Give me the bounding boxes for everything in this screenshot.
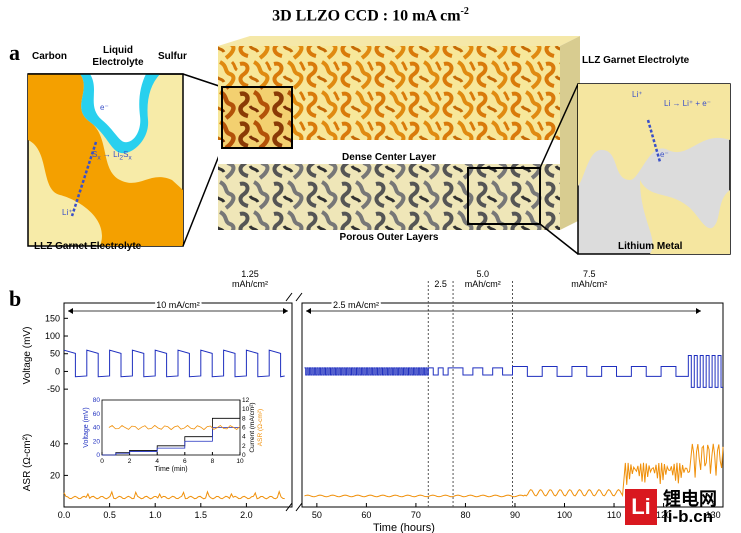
inset-x-tick-label: 6: [183, 458, 187, 465]
asr-tick-label: 40: [50, 439, 60, 449]
voltage-tick-label: 0: [55, 366, 60, 376]
capacity-2-label: 2.5: [434, 279, 447, 289]
liquid-electrolyte-label: Liquid Electrolyte: [92, 45, 144, 68]
lithium-metal-label: Lithium Metal: [618, 241, 683, 252]
voltage-tick-label: 100: [45, 331, 60, 341]
inset-right-tick-label: 8: [242, 415, 246, 422]
left-axis-frame: [63, 302, 293, 508]
inset-x-tick-label: 0: [100, 458, 104, 465]
axis-break-top: [285, 292, 303, 302]
x-tick-label: 120: [656, 510, 671, 520]
li-plating-arrow: [646, 119, 662, 163]
left-li-plus: Li⁺: [62, 208, 73, 217]
inset-x-tick-label: 10: [236, 458, 244, 465]
x-tick-label: 1.5: [195, 510, 208, 520]
asr-axis-label: ASR (Ω-cm²): [22, 434, 33, 491]
panel-a-illustration: [27, 36, 731, 255]
inset-right-tick-label: 12: [242, 397, 250, 404]
inset-left-label: Voltage (mV): [83, 407, 90, 447]
panel-b-label: b: [9, 286, 22, 311]
x-tick-label: 60: [361, 510, 371, 520]
inset-right-tick-label: 6: [242, 425, 246, 432]
reaction-label: Sx → Li2Sx: [92, 150, 132, 162]
li-transport-arrow: [70, 141, 98, 217]
voltage-series-left: [63, 349, 285, 378]
sulfur-label: Sulfur: [158, 51, 187, 62]
inset-x-label: Time (min): [154, 466, 187, 473]
x-tick-label: 110: [607, 510, 621, 520]
carbon-label: Carbon: [32, 51, 67, 62]
inset-x-tick-label: 8: [211, 458, 215, 465]
inset-x-tick-label: 4: [155, 458, 159, 465]
inset-right-label-current: Current (mA/cm²): [249, 402, 256, 452]
voltage-series-right: [304, 355, 723, 388]
capacity-1-label: 1.25: [241, 269, 259, 279]
x-tick-label: 90: [510, 510, 520, 520]
capacity-1-unit: mAh/cm²: [232, 279, 268, 289]
left-current-label: 10 mA/cm²: [156, 300, 200, 310]
voltage-tick-label: 150: [45, 313, 60, 323]
right-li-plus: Li⁺: [632, 90, 643, 99]
inset-right-label-asr: ASR (Ω-cm²): [257, 409, 264, 446]
porous-zoom-region: [467, 167, 541, 225]
voltage-tick-label: 50: [50, 349, 60, 359]
dense-zoom-region: [221, 86, 293, 149]
inset-right-tick-label: 2: [242, 443, 246, 450]
right-garnet-label: LLZ Garnet Electrolyte: [582, 55, 690, 66]
inset-right-tick-label: 0: [242, 452, 246, 459]
capacity-3-label: 5.0: [477, 269, 490, 279]
asr-series-right: [304, 443, 724, 498]
inset-left-tick-label: 80: [93, 397, 101, 404]
capacity-4-unit: mAh/cm²: [571, 279, 607, 289]
x-tick-label: 0.0: [58, 510, 71, 520]
x-tick-label: 70: [411, 510, 421, 520]
inset-left-tick-label: 60: [93, 411, 101, 418]
inset-left-tick-label: 0: [96, 452, 100, 459]
figure-title: 3D LLZO CCD : 10 mA cm-2: [272, 6, 469, 25]
x-tick-label: 1.0: [149, 510, 162, 520]
x-tick-label: 100: [557, 510, 572, 520]
inset-left-tick-label: 40: [93, 425, 101, 432]
x-tick-label: 80: [460, 510, 470, 520]
dense-layer-label: Dense Center Layer: [342, 152, 436, 163]
inset-x-tick-label: 2: [128, 458, 132, 465]
x-tick-label: 2.0: [240, 510, 253, 520]
voltage-axis-label: Voltage (mV): [22, 327, 33, 385]
x-axis-label: Time (hours): [373, 522, 435, 533]
asr-series-left: [63, 489, 285, 500]
center-block: [218, 36, 580, 230]
inset-left-tick-label: 20: [93, 438, 101, 445]
right-zoom-box: [577, 83, 731, 255]
left-e-minus: e⁻: [100, 103, 109, 112]
inset-voltage-series: [102, 427, 240, 456]
watermark-en: li-b.cn: [663, 507, 714, 526]
left-zoom-box: [27, 73, 184, 247]
watermark: Li 锂电网 li-b.cn: [615, 481, 741, 533]
axis-break-bottom: [285, 502, 303, 512]
capacity-3-unit: mAh/cm²: [465, 279, 501, 289]
panel-a-label: a: [9, 40, 20, 65]
right-current-label: 2.5 mA/cm²: [333, 300, 379, 310]
capacity-4-label: 7.5: [583, 269, 596, 279]
inset-asr-series: [108, 424, 241, 431]
inset-right-tick-label: 4: [242, 434, 246, 441]
watermark-cn: 锂电网: [663, 489, 717, 509]
porous-layer-label: Porous Outer Layers: [339, 232, 439, 243]
right-reaction: Li → Li⁺ + e⁻: [664, 99, 711, 108]
inset-current-series: [102, 400, 241, 456]
inset-right-tick-label: 10: [242, 406, 250, 413]
x-tick-label: 0.5: [103, 510, 116, 520]
voltage-tick-label: -50: [47, 384, 60, 394]
watermark-logo: Li: [625, 489, 657, 525]
right-e-minus: e⁻: [660, 150, 669, 159]
left-garnet-label: LLZ Garnet Electrolyte: [34, 241, 142, 252]
asr-tick-label: 20: [50, 470, 60, 480]
x-tick-label: 130: [706, 510, 721, 520]
x-tick-label: 50: [312, 510, 322, 520]
